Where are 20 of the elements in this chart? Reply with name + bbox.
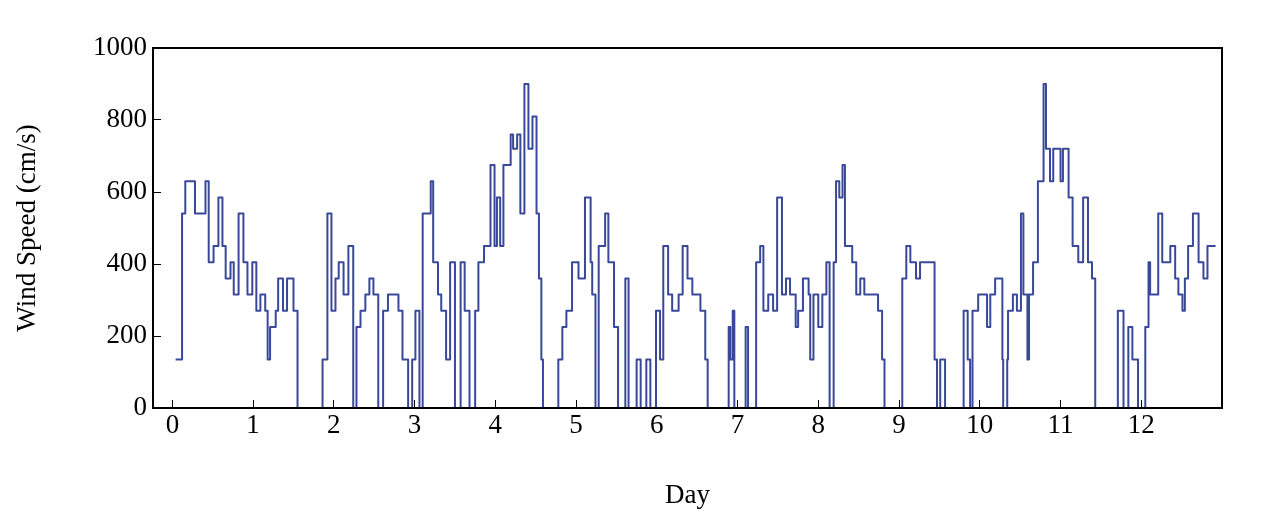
x-tick-label: 0 bbox=[165, 409, 180, 440]
x-axis-title: Day bbox=[665, 478, 711, 509]
x-tick-label: 2 bbox=[327, 409, 341, 440]
x-tick-label: 11 bbox=[1047, 409, 1074, 440]
x-tick-label: 12 bbox=[1127, 409, 1155, 440]
x-tick-label: 6 bbox=[650, 409, 664, 440]
y-tick-label: 800 bbox=[106, 103, 147, 134]
x-tick-label: 1 bbox=[246, 409, 260, 440]
x-tick-label: 9 bbox=[892, 409, 906, 440]
y-tick-label: 1000 bbox=[93, 31, 147, 62]
y-tick-label: 400 bbox=[106, 247, 147, 278]
y-tick-label: 200 bbox=[106, 319, 147, 350]
x-tick-label: 4 bbox=[488, 409, 503, 440]
x-tick-label: 3 bbox=[407, 409, 422, 440]
y-axis-title: Wind Speed (cm/s) bbox=[11, 124, 42, 332]
x-tick-label: 5 bbox=[569, 409, 583, 440]
y-tick-label: 600 bbox=[106, 175, 147, 206]
x-tick-label: 10 bbox=[966, 409, 994, 440]
x-tick-label: 8 bbox=[811, 409, 826, 440]
x-tick-label: 7 bbox=[730, 409, 745, 440]
